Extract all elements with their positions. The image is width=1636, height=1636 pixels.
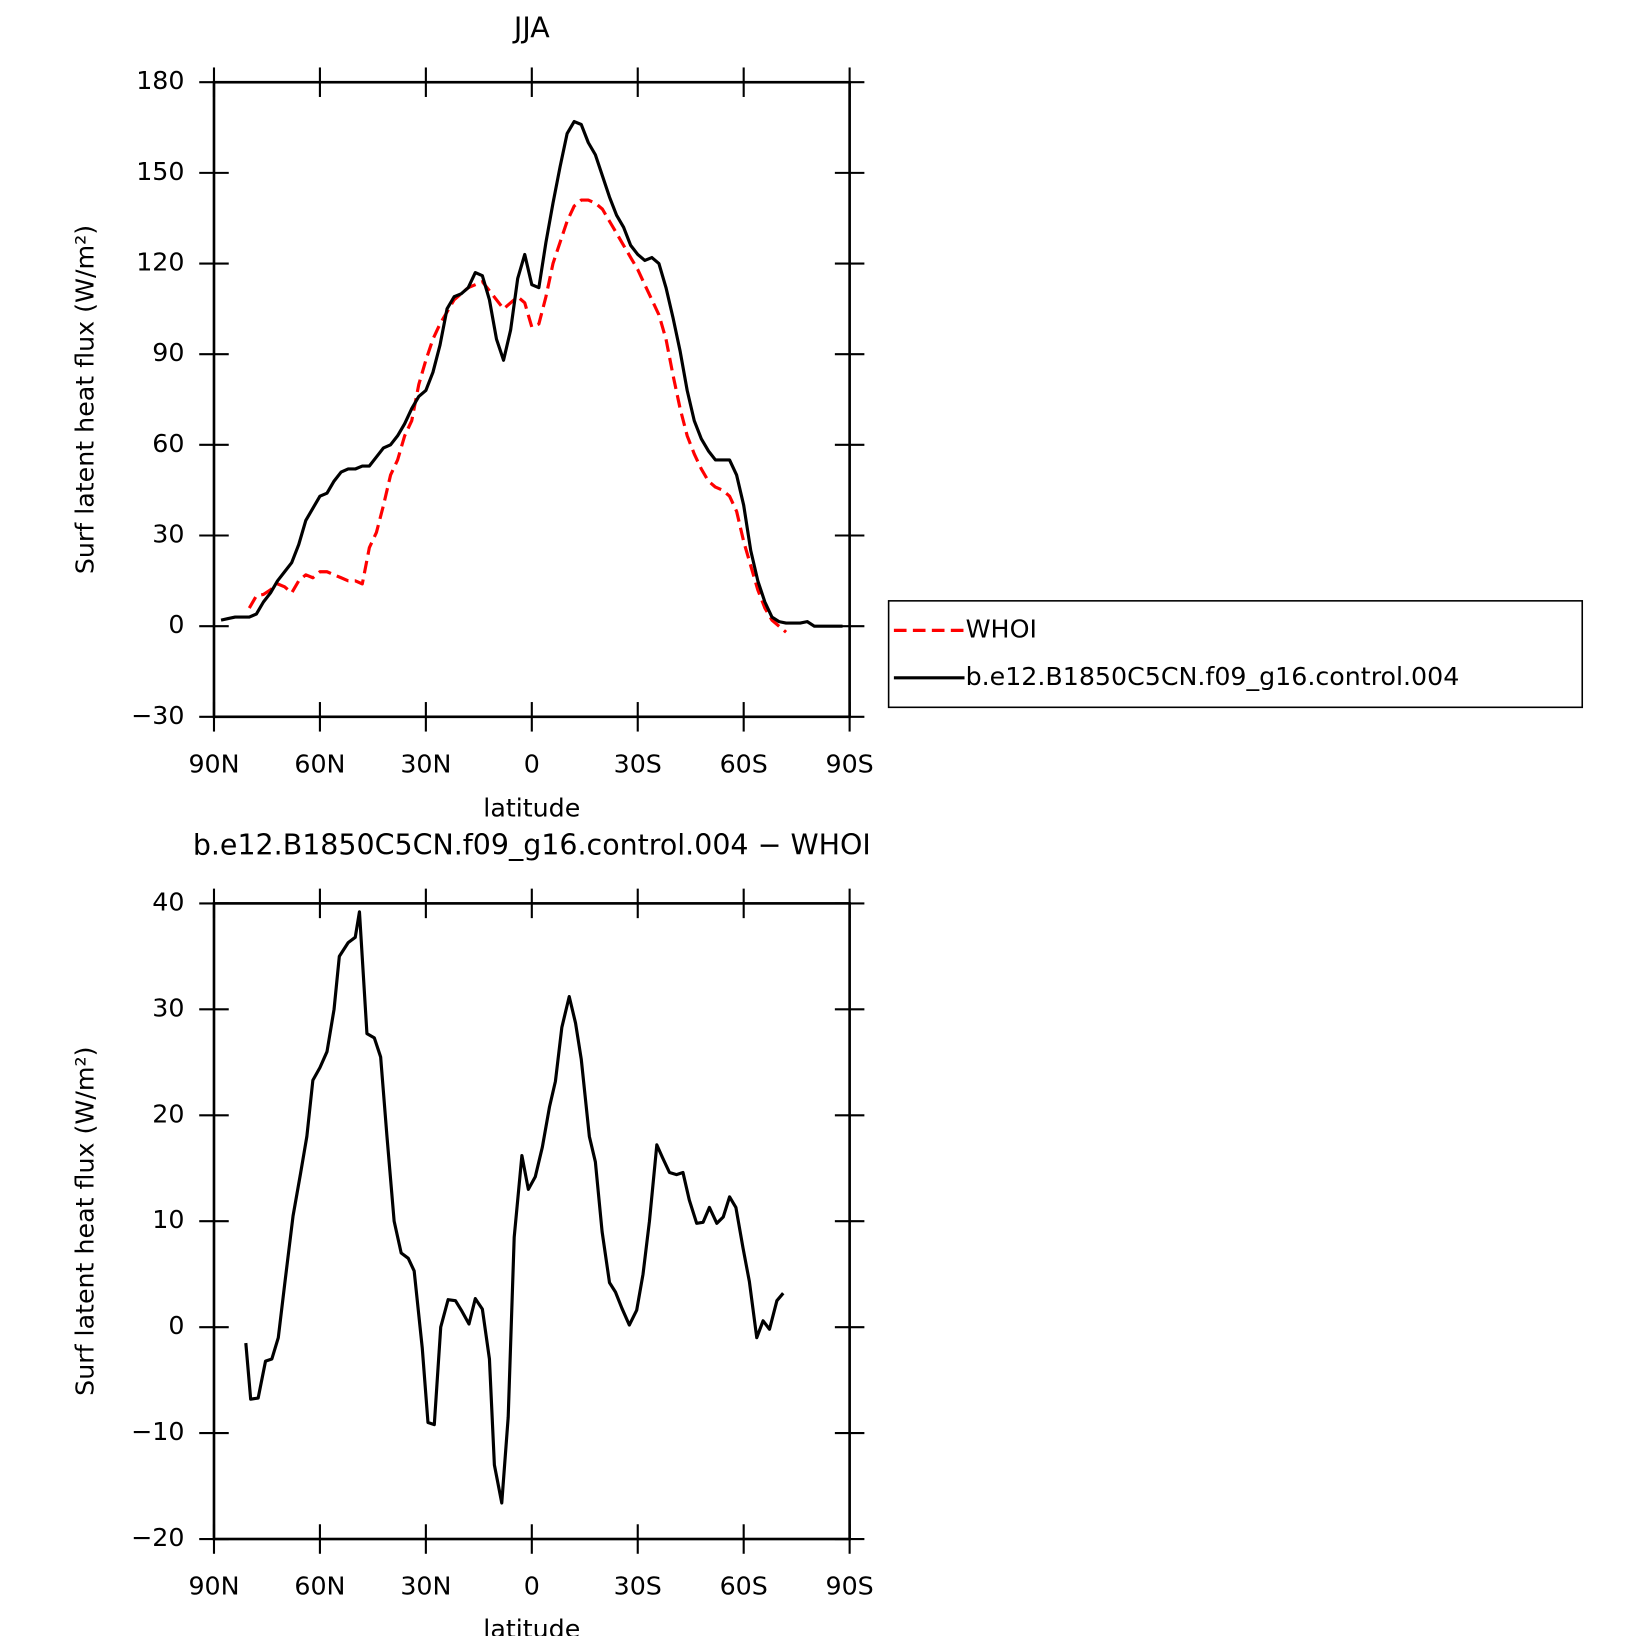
x-tick-label: 30N: [400, 749, 451, 778]
data-line: [247, 198, 788, 634]
x-tick-label: 30N: [400, 1572, 451, 1601]
y-tick-label: 40: [152, 887, 184, 916]
x-tick-label: 0: [524, 1572, 540, 1601]
y-tick-label: 30: [152, 993, 184, 1022]
x-tick-label: 60N: [294, 1572, 345, 1601]
plot-frame: [212, 80, 851, 719]
y-tick-label: −10: [131, 1417, 184, 1446]
x-tick-label: 90S: [826, 749, 874, 778]
x-tick-label: 30S: [614, 749, 662, 778]
chart-title: JJA: [512, 12, 550, 45]
y-tick-label: 30: [152, 519, 184, 548]
y-axis-label: Surf latent heat flux (W/m²): [70, 1047, 99, 1396]
x-axis-label: latitude: [483, 794, 580, 823]
data-line: [244, 910, 785, 1505]
x-tick-label: 0: [524, 749, 540, 778]
y-axis-label: Surf latent heat flux (W/m²): [70, 225, 99, 574]
x-axis-label: latitude: [483, 1615, 580, 1636]
x-tick-label: 90S: [826, 1572, 874, 1601]
x-tick-label: 30S: [614, 1572, 662, 1601]
legend-label: WHOI: [966, 614, 1037, 643]
y-tick-label: 60: [152, 429, 184, 458]
x-tick-label: 60N: [294, 749, 345, 778]
chart-title: b.e12.B1850C5CN.f09_g16.control.004 − WH…: [193, 828, 871, 861]
legend-label: b.e12.B1850C5CN.f09_g16.control.004: [966, 662, 1460, 691]
y-tick-label: 90: [152, 338, 184, 367]
legend-box: [887, 600, 1584, 709]
y-tick-label: 0: [168, 610, 184, 639]
x-tick-label: 90N: [188, 1572, 239, 1601]
y-tick-label: 20: [152, 1099, 184, 1128]
x-tick-label: 60S: [720, 749, 768, 778]
x-tick-label: 60S: [720, 1572, 768, 1601]
y-tick-label: −30: [131, 701, 184, 730]
y-tick-label: 120: [136, 248, 184, 277]
y-tick-label: −20: [131, 1523, 184, 1552]
plot-frame: [212, 902, 851, 1541]
x-tick-label: 90N: [188, 749, 239, 778]
y-tick-label: 0: [168, 1311, 184, 1340]
y-tick-label: 180: [136, 66, 184, 95]
y-tick-label: 10: [152, 1205, 184, 1234]
y-tick-label: 150: [136, 157, 184, 186]
data-line: [220, 119, 843, 628]
